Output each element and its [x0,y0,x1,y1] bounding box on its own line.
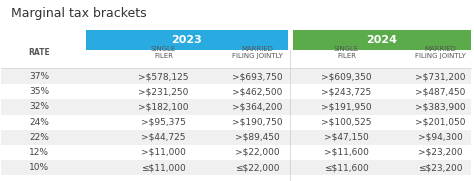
Text: >$23,200: >$23,200 [418,148,463,157]
Text: >$693,750: >$693,750 [232,72,283,81]
Text: 35%: 35% [29,87,49,96]
Text: SINGLE
FILER: SINGLE FILER [151,46,176,59]
Text: >$47,150: >$47,150 [324,133,369,142]
Text: >$44,725: >$44,725 [141,133,186,142]
Text: >$89,450: >$89,450 [235,133,280,142]
Text: SINGLE
FILER: SINGLE FILER [334,46,359,59]
Text: >$487,450: >$487,450 [415,87,466,96]
Text: ≤$23,200: ≤$23,200 [418,163,463,172]
FancyBboxPatch shape [1,130,471,145]
Text: 2024: 2024 [366,35,397,45]
Text: >$462,500: >$462,500 [232,87,283,96]
Text: >$182,100: >$182,100 [138,102,189,111]
Text: 37%: 37% [29,72,49,81]
Text: >$383,900: >$383,900 [415,102,466,111]
Text: >$11,000: >$11,000 [141,148,186,157]
Text: RATE: RATE [28,48,50,57]
Text: >$95,375: >$95,375 [141,118,186,127]
Text: >$578,125: >$578,125 [138,72,189,81]
Text: >$11,600: >$11,600 [324,148,369,157]
Text: 32%: 32% [29,102,49,111]
Text: >$231,250: >$231,250 [138,87,189,96]
Text: >$243,725: >$243,725 [321,87,372,96]
Text: Marginal tax brackets: Marginal tax brackets [11,7,146,20]
Text: >$191,950: >$191,950 [321,102,372,111]
FancyBboxPatch shape [86,30,288,50]
Text: >$100,525: >$100,525 [321,118,372,127]
FancyBboxPatch shape [1,99,471,115]
Text: >$731,200: >$731,200 [415,72,466,81]
Text: 10%: 10% [29,163,49,172]
Text: 22%: 22% [29,133,49,142]
Text: 2023: 2023 [172,35,202,45]
Text: >$22,000: >$22,000 [235,148,280,157]
Text: ≤$22,000: ≤$22,000 [235,163,280,172]
Text: MARRIED
FILING JOINTLY: MARRIED FILING JOINTLY [232,46,283,59]
Text: MARRIED
FILING JOINTLY: MARRIED FILING JOINTLY [415,46,466,59]
Text: 12%: 12% [29,148,49,157]
Text: ≤$11,000: ≤$11,000 [141,163,186,172]
Text: >$94,300: >$94,300 [418,133,463,142]
Text: >$201,050: >$201,050 [415,118,466,127]
Text: ≤$11,600: ≤$11,600 [324,163,369,172]
FancyBboxPatch shape [1,160,471,175]
Text: >$364,200: >$364,200 [232,102,283,111]
Text: 24%: 24% [29,118,49,127]
FancyBboxPatch shape [1,69,471,84]
Text: >$190,750: >$190,750 [232,118,283,127]
FancyBboxPatch shape [292,30,471,50]
Text: >$609,350: >$609,350 [321,72,372,81]
